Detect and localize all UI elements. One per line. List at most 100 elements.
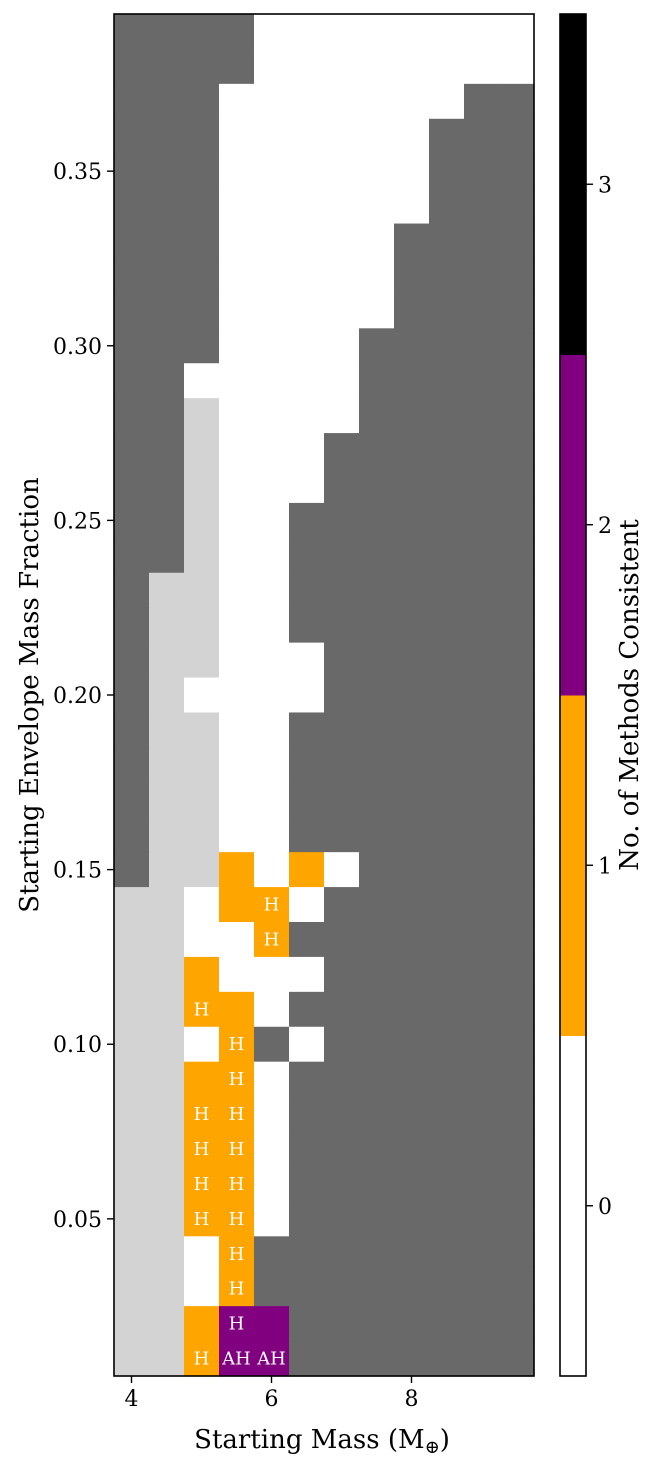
heatmap-cell-excluded-dark (394, 433, 430, 469)
heatmap-cell-consistent-0 (219, 817, 255, 853)
heatmap-cell-excluded-dark (114, 258, 150, 294)
heatmap-cell-excluded-dark (429, 223, 465, 260)
heatmap-cell-excluded-dark (114, 852, 150, 888)
heatmap-cell-consistent-0 (289, 433, 325, 469)
heatmap-cell-excluded-dark (114, 572, 150, 609)
cell-annotation: H (194, 999, 210, 1020)
heatmap-cell-consistent-1 (184, 1131, 220, 1168)
heatmap-cell-excluded-dark (324, 433, 360, 469)
heatmap-cell-excluded-light (114, 922, 150, 958)
heatmap-cell-consistent-1 (184, 956, 220, 993)
heatmap-cell-excluded-dark (394, 817, 430, 853)
heatmap-cell-consistent-0 (359, 223, 395, 260)
heatmap-cell-excluded-dark (394, 1201, 430, 1237)
y-tick-label: 0.35 (53, 160, 102, 185)
heatmap-cell-excluded-dark (114, 607, 150, 644)
heatmap-cell-excluded-dark (149, 83, 185, 120)
heatmap-cell-consistent-1 (219, 1026, 255, 1063)
heatmap-cell-excluded-dark (149, 14, 185, 50)
heatmap-cell-excluded-light (149, 572, 185, 609)
heatmap-cell-excluded-dark (394, 642, 430, 679)
heatmap-cell-excluded-dark (184, 48, 220, 85)
heatmap-cell-consistent-0 (289, 118, 325, 155)
heatmap-cell-excluded-dark (289, 1341, 325, 1377)
heatmap-cell-excluded-dark (499, 956, 535, 993)
heatmap-cell-excluded-light (149, 1201, 185, 1237)
heatmap-cell-consistent-1 (219, 1166, 255, 1202)
heatmap-cell-excluded-dark (464, 1026, 500, 1063)
heatmap-cell-consistent-1 (219, 1271, 255, 1307)
heatmap-cell-excluded-dark (429, 956, 465, 993)
heatmap-cell-excluded-dark (359, 1131, 395, 1168)
colorbar-segment-2 (560, 354, 586, 696)
heatmap-cell-excluded-dark (499, 1341, 535, 1377)
heatmap-cell-excluded-dark (394, 922, 430, 958)
heatmap-cell-excluded-dark (429, 817, 465, 853)
heatmap-cell-consistent-0 (324, 293, 360, 329)
heatmap-cell-consistent-0 (289, 677, 325, 714)
heatmap-cell-excluded-dark (394, 398, 430, 434)
heatmap-cell-excluded-dark (359, 1096, 395, 1133)
heatmap-cell-excluded-light (149, 712, 185, 748)
heatmap-cells (114, 14, 535, 1377)
heatmap-cell-excluded-dark (429, 328, 465, 364)
heatmap-cell-consistent-0 (254, 852, 290, 888)
heatmap-cell-excluded-dark (184, 293, 220, 329)
heatmap-cell-excluded-dark (114, 188, 150, 225)
heatmap-cell-excluded-dark (149, 433, 185, 469)
heatmap-cell-excluded-dark (359, 922, 395, 958)
heatmap-cell-excluded-dark (499, 502, 535, 539)
heatmap-cell-consistent-0 (289, 398, 325, 434)
heatmap-cell-excluded-light (149, 642, 185, 679)
heatmap-cell-excluded-light (149, 817, 185, 853)
heatmap-cell-excluded-dark (429, 468, 465, 504)
heatmap-cell-excluded-light (149, 852, 185, 888)
heatmap-cell-consistent-1 (184, 1341, 220, 1377)
heatmap-cell-consistent-0 (254, 642, 290, 679)
heatmap-cell-excluded-dark (359, 502, 395, 539)
heatmap-cell-excluded-dark (254, 1236, 290, 1272)
heatmap-cell-consistent-0 (359, 48, 395, 85)
heatmap-cell-excluded-dark (429, 712, 465, 748)
y-axis-label: Starting Envelope Mass Fraction (15, 477, 45, 913)
heatmap-cell-excluded-dark (114, 14, 150, 50)
heatmap-cell-excluded-dark (429, 118, 465, 155)
heatmap-cell-excluded-dark (394, 1061, 430, 1098)
heatmap-cell-consistent-0 (219, 153, 255, 190)
cell-annotation: AH (221, 1349, 251, 1370)
heatmap-cell-excluded-dark (394, 712, 430, 748)
heatmap-cell-excluded-dark (499, 642, 535, 679)
heatmap-cell-excluded-dark (429, 537, 465, 574)
heatmap-cell-excluded-light (114, 1271, 150, 1307)
heatmap-cell-excluded-light (184, 433, 220, 469)
heatmap-cell-excluded-dark (324, 1341, 360, 1377)
heatmap-cell-excluded-dark (499, 1026, 535, 1063)
heatmap-cell-consistent-0 (254, 363, 290, 399)
heatmap-cell-excluded-light (149, 1236, 185, 1272)
heatmap-cell-excluded-dark (499, 118, 535, 155)
heatmap-cell-excluded-dark (114, 363, 150, 399)
heatmap-cell-excluded-dark (394, 887, 430, 923)
heatmap-cell-consistent-0 (184, 1271, 220, 1307)
heatmap-cell-excluded-dark (359, 398, 395, 434)
heatmap-cell-excluded-dark (394, 1166, 430, 1202)
heatmap-cell-excluded-dark (114, 328, 150, 364)
cell-annotation: H (229, 1209, 245, 1230)
heatmap-cell-excluded-dark (394, 1271, 430, 1307)
y-tick-label: 0.30 (53, 335, 102, 360)
heatmap-cell-excluded-dark (464, 817, 500, 853)
x-tick-label: 4 (125, 1387, 139, 1412)
cell-annotation: AH (256, 1349, 286, 1370)
cell-annotation: H (194, 1209, 210, 1230)
heatmap-cell-consistent-0 (289, 188, 325, 225)
heatmap-cell-consistent-0 (219, 782, 255, 818)
heatmap-cell-excluded-dark (499, 1271, 535, 1307)
heatmap-cell-excluded-light (149, 747, 185, 783)
heatmap-cell-excluded-light (184, 502, 220, 539)
heatmap-cell-excluded-dark (429, 1166, 465, 1202)
heatmap-cell-excluded-dark (114, 642, 150, 679)
heatmap-cell-excluded-light (184, 468, 220, 504)
heatmap-cell-excluded-light (114, 1306, 150, 1342)
heatmap-cell-consistent-0 (324, 258, 360, 294)
heatmap-cell-excluded-dark (394, 1096, 430, 1133)
